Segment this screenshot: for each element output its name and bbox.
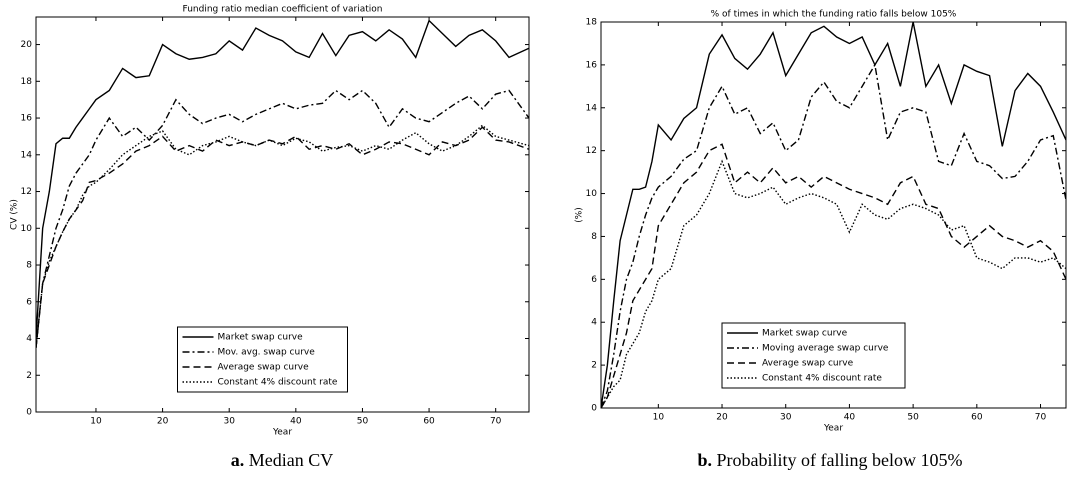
x-tick-label: 70 (490, 417, 502, 427)
y-tick-label: 14 (586, 103, 598, 113)
x-tick-label: 60 (971, 413, 983, 423)
legend-label: Market swap curve (762, 329, 848, 339)
y-tick-label: 12 (586, 146, 597, 156)
series-line (601, 143, 1066, 408)
series-line (36, 89, 529, 348)
x-tick-label: 20 (157, 417, 169, 427)
legend-box (177, 326, 348, 393)
y-tick-label: 10 (586, 189, 598, 199)
y-tick-label: 14 (21, 150, 33, 160)
plot-frame (600, 21, 1067, 409)
x-axis-label: Year (823, 424, 843, 434)
x-tick-label: 40 (290, 417, 302, 427)
y-tick-label: 10 (21, 224, 33, 234)
caption-label: b. (698, 450, 713, 470)
y-tick-label: 8 (26, 261, 32, 271)
x-tick-label: 30 (780, 413, 792, 423)
series-line (601, 22, 1066, 408)
series-line (601, 159, 1066, 408)
x-tick-label: 60 (423, 417, 435, 427)
y-tick-label: 18 (21, 77, 33, 87)
caption: a. Median CV (231, 450, 334, 470)
x-axis-label: Year (272, 428, 292, 438)
x-tick-label: 40 (844, 413, 856, 423)
x-tick-label: 20 (716, 413, 728, 423)
y-tick-label: 16 (586, 60, 598, 70)
y-tick-label: 0 (591, 404, 597, 414)
caption-label: a. (231, 450, 245, 470)
y-axis-label: CV (%) (10, 199, 20, 230)
y-tick-label: 8 (591, 232, 597, 242)
x-tick-label: 50 (357, 417, 369, 427)
x-tick-label: 10 (90, 417, 102, 427)
caption: b. Probability of falling below 105% (698, 450, 963, 470)
y-tick-label: 12 (21, 187, 32, 197)
legend-box (721, 322, 906, 389)
x-tick-label: 70 (1035, 413, 1047, 423)
chart-title: Funding ratio median coefficient of vari… (183, 5, 383, 15)
y-tick-label: 2 (591, 361, 597, 371)
legend-label: Market swap curve (218, 333, 304, 343)
y-tick-label: 6 (26, 297, 32, 307)
caption-text: Probability of falling below 105% (717, 450, 963, 470)
plot-frame (35, 16, 530, 413)
x-tick-label: 30 (223, 417, 235, 427)
legend-label: Moving average swap curve (762, 344, 889, 354)
y-tick-label: 6 (591, 275, 597, 285)
legend-label: Average swap curve (762, 359, 854, 369)
x-tick-label: 10 (653, 413, 665, 423)
y-tick-label: 20 (21, 40, 33, 50)
y-tick-label: 16 (21, 114, 33, 124)
y-tick-label: 2 (26, 371, 32, 381)
series-line (36, 126, 529, 348)
legend-label: Mov. avg. swap curve (218, 348, 316, 358)
chart-title: % of times in which the funding ratio fa… (711, 10, 957, 20)
y-tick-label: 4 (26, 334, 32, 344)
legend-label: Constant 4% discount rate (762, 374, 882, 384)
legend-label: Average swap curve (218, 363, 310, 373)
y-axis-label: (%) (575, 207, 585, 223)
y-tick-label: 18 (586, 18, 598, 28)
series-line (601, 62, 1066, 408)
series-line (36, 124, 529, 348)
series-line (36, 19, 529, 339)
x-tick-label: 50 (907, 413, 919, 423)
legend-label: Constant 4% discount rate (218, 378, 338, 388)
caption-text: Median CV (249, 450, 334, 470)
y-tick-label: 4 (591, 318, 597, 328)
y-tick-label: 0 (26, 408, 32, 418)
